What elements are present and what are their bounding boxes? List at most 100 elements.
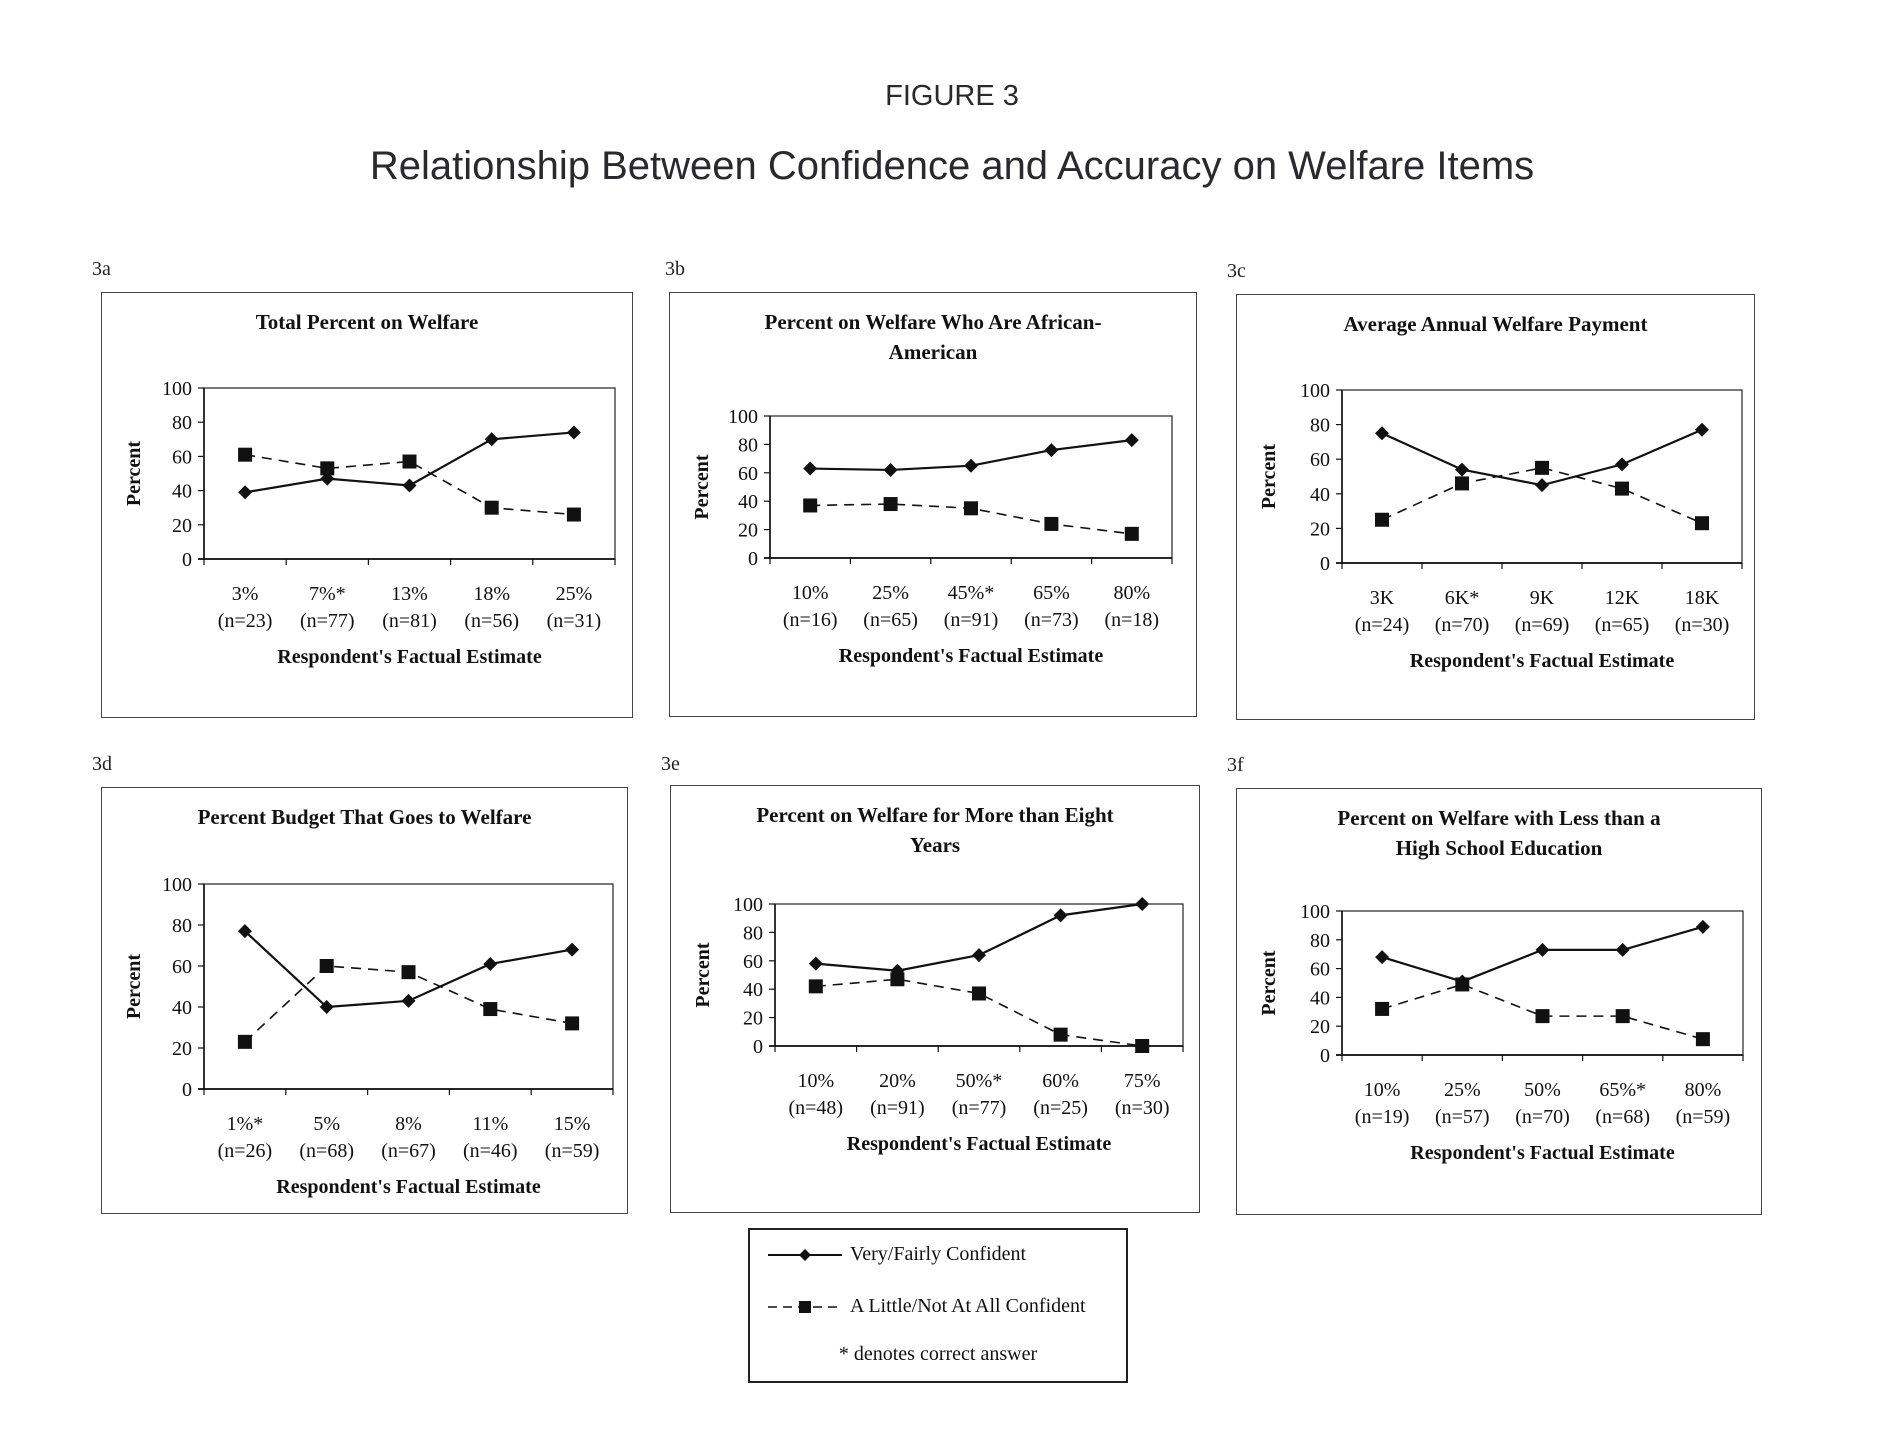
y-tick-label: 100: [162, 874, 192, 896]
x-n-label: (n=56): [464, 610, 519, 632]
plot-area: [203, 387, 616, 560]
x-tick-label: 12K: [1605, 587, 1640, 609]
y-tick-label: 20: [1310, 1016, 1330, 1038]
x-n-label: (n=59): [545, 1140, 600, 1162]
point-not-confident: [1695, 1032, 1710, 1047]
x-axis-label: Respondent's Factual Estimate: [839, 645, 1104, 667]
x-n-label: (n=77): [952, 1097, 1007, 1119]
x-tick-label: 60%: [1042, 1070, 1079, 1092]
point-not-confident: [1124, 526, 1139, 541]
y-tick-label: 60: [172, 446, 192, 468]
y-tick-label: 20: [743, 1008, 763, 1030]
legend-note: * denotes correct answer: [838, 1343, 1038, 1365]
y-tick-label: 100: [728, 406, 758, 428]
y-tick-label: 60: [172, 956, 192, 978]
point-confident: [238, 485, 253, 500]
point-not-confident: [238, 447, 253, 462]
y-tick-label: 0: [1320, 1045, 1330, 1067]
y-tick-label: 60: [743, 951, 763, 973]
x-tick-label: 3K: [1370, 587, 1395, 609]
x-n-label: (n=91): [870, 1097, 925, 1119]
x-n-label: (n=16): [783, 609, 838, 631]
point-not-confident: [1535, 460, 1549, 475]
y-tick-label: 40: [1310, 484, 1330, 506]
y-tick-label: 20: [1310, 518, 1330, 540]
x-axis-label: Respondent's Factual Estimate: [1410, 650, 1675, 672]
y-tick-label: 0: [748, 548, 758, 570]
y-tick-label: 80: [1310, 930, 1330, 952]
point-not-confident: [964, 501, 978, 516]
point-not-confident: [1135, 1039, 1150, 1053]
chart-title: Total Percent on Welfare: [256, 310, 479, 334]
x-n-label: (n=30): [1115, 1097, 1170, 1119]
x-n-label: (n=73): [1024, 609, 1079, 631]
point-not-confident: [972, 986, 986, 1001]
chart-title: Average Annual Welfare Payment: [1344, 312, 1648, 336]
y-tick-label: 100: [1300, 380, 1330, 402]
y-tick-label: 0: [182, 1079, 192, 1101]
point-not-confident: [803, 498, 818, 513]
x-tick-label: 25%: [872, 582, 909, 604]
point-confident: [972, 948, 986, 963]
point-not-confident: [1695, 516, 1709, 531]
y-tick-label: 40: [738, 491, 758, 513]
point-not-confident: [483, 1002, 498, 1017]
x-tick-label: 18%: [473, 583, 510, 605]
chart-panel-3f: Percent on Welfare with Less than a High …: [1236, 788, 1762, 1215]
point-not-confident: [1044, 516, 1059, 531]
y-tick-label: 80: [172, 412, 192, 434]
point-confident: [1044, 443, 1059, 458]
point-not-confident: [1053, 1027, 1068, 1042]
point-not-confident: [883, 497, 898, 512]
x-tick-label: 20%: [879, 1070, 916, 1092]
panel-tag-3e: 3e: [661, 753, 680, 775]
chart-panel-3e: Percent on Welfare for More than Eight Ye…: [670, 785, 1200, 1213]
plot-area: [203, 883, 614, 1090]
x-n-label: (n=68): [1595, 1106, 1650, 1128]
chart-svg-3e: Percent on Welfare for More than Eight Ye…: [692, 803, 1184, 1155]
series-line-not-confident: [244, 453, 574, 516]
y-axis-label: Percent: [1258, 444, 1280, 509]
chart-svg-3f: Percent on Welfare with Less than a High …: [1258, 806, 1744, 1164]
point-not-confident: [1455, 476, 1469, 491]
y-tick-label: 60: [1310, 959, 1330, 981]
point-not-confident: [1455, 977, 1470, 992]
x-tick-label: 45%*: [948, 582, 995, 604]
point-confident: [319, 1000, 334, 1014]
legend-item-confident: Very/Fairly Confident: [750, 1240, 1126, 1270]
x-n-label: (n=81): [382, 610, 437, 632]
figure-number: FIGURE 3: [885, 80, 1019, 112]
x-tick-label: 6K*: [1445, 587, 1479, 609]
chart-panel-3b: Percent on Welfare Who Are African- Ameri…: [669, 292, 1197, 717]
panel-tag-3d: 3d: [92, 753, 112, 775]
x-axis-label: Respondent's Factual Estimate: [277, 646, 542, 668]
x-tick-label: 65%*: [1599, 1079, 1646, 1101]
y-axis-label: Percent: [1258, 950, 1280, 1015]
x-n-label: (n=68): [299, 1140, 354, 1162]
y-tick-label: 100: [162, 378, 192, 400]
point-confident: [484, 432, 499, 447]
point-not-confident: [1535, 1009, 1550, 1024]
x-axis-label: Respondent's Factual Estimate: [1410, 1142, 1675, 1164]
y-tick-label: 80: [1310, 415, 1330, 437]
y-tick-label: 0: [753, 1036, 763, 1058]
x-tick-label: 50%*: [956, 1070, 1003, 1092]
x-tick-label: 15%: [554, 1113, 591, 1135]
x-tick-label: 1%*: [227, 1113, 264, 1135]
x-tick-label: 80%: [1113, 582, 1150, 604]
y-tick-label: 40: [743, 979, 763, 1001]
point-not-confident: [402, 454, 417, 469]
chart-title: High School Education: [1396, 836, 1603, 860]
point-confident: [401, 993, 416, 1008]
x-n-label: (n=24): [1355, 614, 1410, 636]
x-n-label: (n=30): [1675, 614, 1730, 636]
point-not-confident: [319, 959, 334, 973]
chart-svg-3b: Percent on Welfare Who Are African- Ameri…: [691, 310, 1173, 667]
point-not-confident: [320, 461, 335, 476]
panel-tag-3f: 3f: [1227, 754, 1244, 776]
point-not-confident: [401, 965, 416, 980]
legend-item-not-confident: A Little/Not At All Confident: [750, 1292, 1126, 1322]
point-confident: [1615, 457, 1629, 472]
point-confident: [964, 458, 978, 473]
x-tick-label: 25%: [556, 583, 593, 605]
